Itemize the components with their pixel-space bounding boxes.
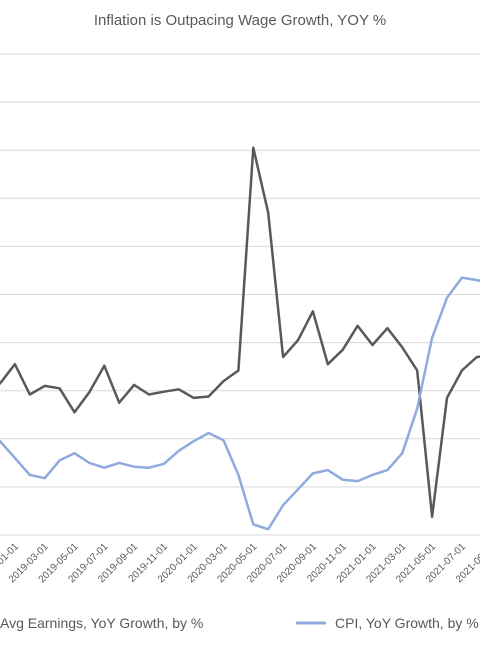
gridlines	[0, 53, 480, 536]
legend-label: CPI, YoY Growth, by %	[335, 615, 479, 631]
legend: Avg Earnings, YoY Growth, by % CPI, YoY G…	[0, 615, 479, 631]
series-line-cpi	[0, 276, 480, 531]
legend-label: Avg Earnings, YoY Growth, by %	[0, 615, 203, 631]
series-lines	[0, 146, 480, 531]
chart-title: Inflation is Outpacing Wage Growth, YOY …	[93, 12, 387, 29]
x-axis-tick-labels: 2019-01-012019-03-012019-05-012019-07-01…	[0, 541, 480, 585]
series-line-avg-earnings	[0, 146, 480, 518]
